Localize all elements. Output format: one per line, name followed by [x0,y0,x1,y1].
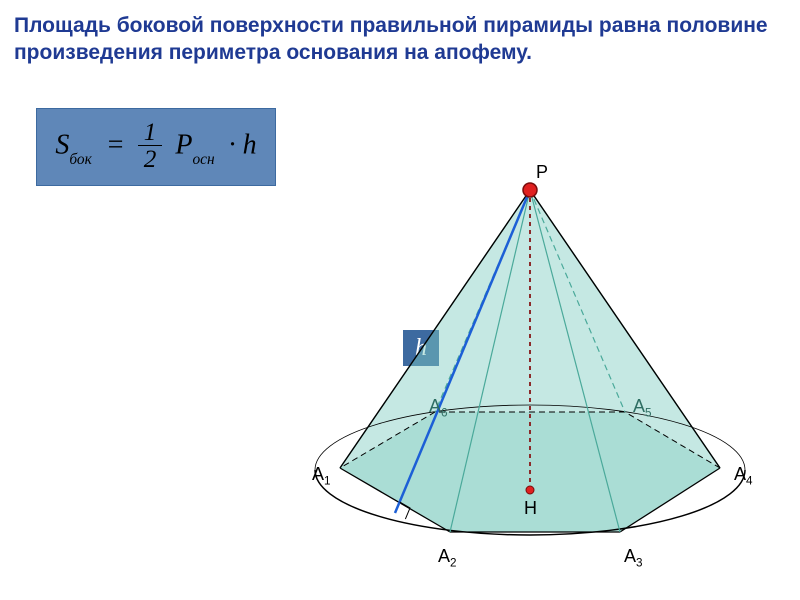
formula-content: Sбок = 1 2 Pосн · h [55,120,256,174]
sym-P: P [175,129,192,160]
center-label: Н [524,498,537,519]
sym-dot: · [229,129,236,160]
theorem-title: Площадь боковой поверхности правильной п… [14,12,786,67]
vertex-label-A6: А6 [429,396,448,420]
vertex-label-A3: А3 [624,546,643,570]
vertex-label-A4: А4 [734,464,753,488]
sym-P-sub: осн [192,151,214,168]
sym-frac-den: 2 [138,146,163,174]
sym-frac: 1 2 [138,120,163,174]
vertex-label-A5: А5 [633,396,652,420]
pyramid-diagram [240,140,780,600]
sym-S-sub: бок [69,151,91,168]
sym-S: S [55,129,69,160]
vertex-label-A1: А1 [312,464,331,488]
sym-eq: = [106,129,125,160]
vertex-label-A2: А2 [438,546,457,570]
apex-label: P [536,162,548,183]
sym-frac-num: 1 [138,120,163,146]
